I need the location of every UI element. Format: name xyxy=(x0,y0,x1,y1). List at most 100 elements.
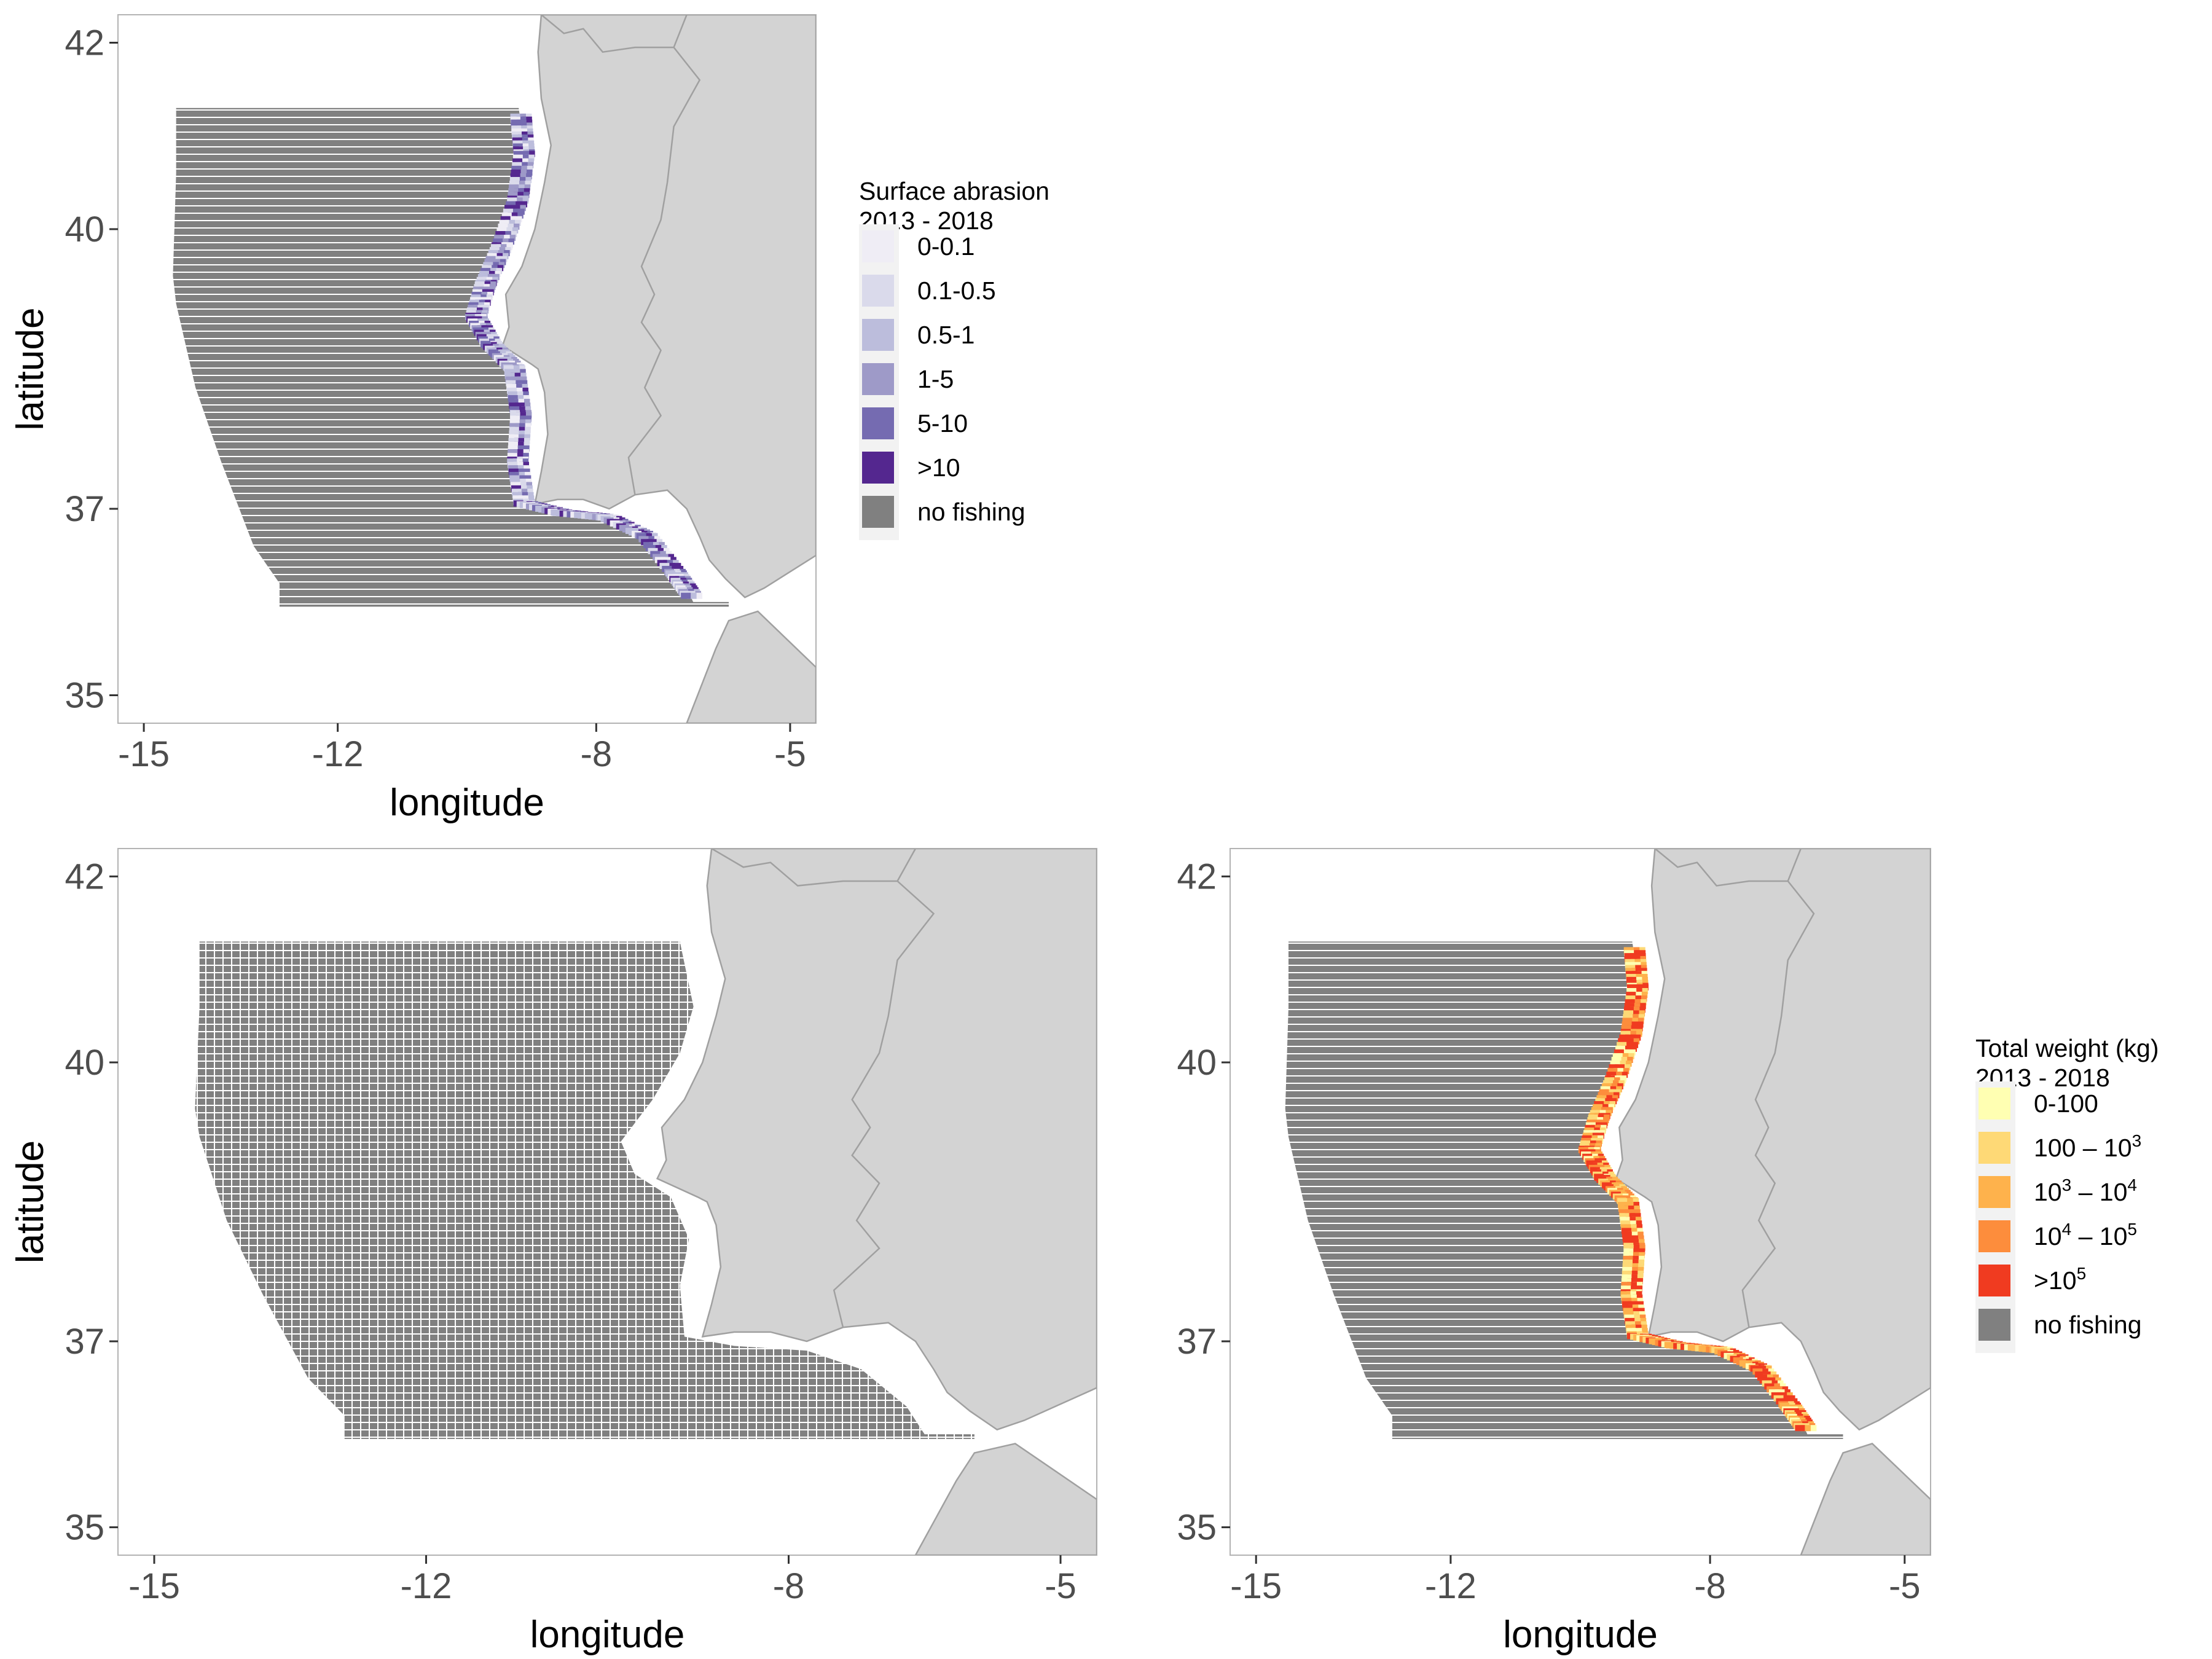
intensity-cell xyxy=(503,208,513,215)
intensity-cell xyxy=(508,437,519,444)
intensity-cell xyxy=(516,177,526,184)
intensity-cell xyxy=(500,235,510,241)
intensity-cell xyxy=(516,419,526,426)
intensity-cell xyxy=(1637,1324,1647,1331)
intensity-cell xyxy=(1628,1235,1639,1242)
intensity-cell xyxy=(1625,1213,1636,1220)
intensity-cell xyxy=(511,376,521,383)
intensity-cell xyxy=(513,212,524,219)
intensity-cell xyxy=(1633,1278,1643,1285)
intensity-cell xyxy=(506,201,516,208)
intensity-cell xyxy=(1636,1314,1646,1321)
intensity-cell xyxy=(512,492,522,498)
intensity-cell xyxy=(516,173,527,179)
intensity-cell xyxy=(517,201,528,208)
intensity-cell xyxy=(1627,1228,1637,1234)
intensity-cell xyxy=(692,592,703,599)
intensity-cell xyxy=(1618,1209,1629,1216)
intensity-cell xyxy=(509,426,519,433)
intensity-cell xyxy=(505,376,516,383)
intensity-cell xyxy=(1636,1317,1647,1324)
intensity-cell xyxy=(516,412,526,418)
intensity-cell xyxy=(515,426,525,433)
legend-key xyxy=(1979,1132,2010,1164)
intensity-cell xyxy=(1623,1038,1634,1045)
intensity-cell xyxy=(512,154,523,161)
intensity-cell xyxy=(518,383,528,390)
intensity-cell xyxy=(516,205,526,211)
intensity-cell xyxy=(508,395,518,402)
intensity-cell xyxy=(499,219,509,226)
intensity-cell xyxy=(514,184,525,191)
intensity-cell xyxy=(1621,1285,1631,1292)
intensity-cell xyxy=(507,387,517,394)
intensity-cell xyxy=(1624,1206,1634,1212)
intensity-cell xyxy=(520,188,530,195)
intensity-cell xyxy=(513,453,524,460)
intensity-cell xyxy=(1627,984,1637,990)
intensity-cell xyxy=(1795,1425,1805,1432)
intensity-cell xyxy=(1623,1259,1633,1266)
intensity-cell xyxy=(1635,1010,1645,1017)
y-tick-label: 40 xyxy=(65,210,104,249)
intensity-cell xyxy=(512,387,523,394)
intensity-cell xyxy=(1618,1053,1629,1059)
intensity-cell xyxy=(1622,1298,1632,1304)
intensity-cell xyxy=(1634,1018,1644,1024)
legend-key xyxy=(862,407,894,439)
intensity-cell xyxy=(1629,1252,1639,1258)
intensity-cell xyxy=(1637,1321,1647,1328)
intensity-cell xyxy=(1633,1224,1643,1231)
intensity-cell xyxy=(496,227,507,233)
intensity-cell xyxy=(1623,1198,1633,1204)
intensity-cell xyxy=(1633,1298,1644,1304)
intensity-cell xyxy=(1624,1053,1634,1059)
intensity-cell xyxy=(1630,1202,1640,1209)
legend-label: 100 – 103 xyxy=(2034,1131,2141,1162)
map-layer xyxy=(173,15,816,723)
intensity-cell xyxy=(1612,1053,1623,1059)
intensity-cell xyxy=(1628,1021,1638,1028)
country-border xyxy=(711,849,935,1328)
intensity-cell xyxy=(1628,1301,1638,1308)
intensity-cell xyxy=(1628,1271,1638,1277)
legend-key xyxy=(862,230,894,262)
intensity-cell xyxy=(1622,1266,1633,1273)
intensity-cell xyxy=(1631,992,1642,998)
intensity-cell xyxy=(1628,1255,1639,1262)
intensity-cell xyxy=(516,415,526,422)
x-axis-title: longitude xyxy=(390,782,544,824)
intensity-cell xyxy=(508,212,518,219)
legend-label: 1-5 xyxy=(917,365,954,393)
intensity-cell xyxy=(1625,1217,1636,1223)
intensity-cell xyxy=(1622,1271,1632,1277)
intensity-cell xyxy=(1618,1202,1628,1209)
intensity-cell xyxy=(518,492,528,498)
intensity-cell xyxy=(512,458,523,465)
legend-key xyxy=(862,275,894,307)
intensity-cell xyxy=(514,208,525,215)
intensity-cell xyxy=(521,419,531,426)
intensity-cell xyxy=(520,437,530,444)
map-layer xyxy=(195,849,1097,1555)
y-tick-label: 40 xyxy=(65,1043,104,1083)
intensity-cell xyxy=(522,169,533,176)
fishing-cells xyxy=(1285,941,1843,1439)
intensity-cell xyxy=(1631,1034,1641,1041)
intensity-cell xyxy=(1637,1328,1648,1335)
x-tick-label: -12 xyxy=(1425,1566,1477,1606)
legend-label: 0-100 xyxy=(2034,1089,2098,1118)
intensity-cell xyxy=(507,458,517,465)
intensity-cell xyxy=(519,458,529,465)
intensity-cell xyxy=(1628,1018,1638,1024)
intensity-cell xyxy=(686,592,697,599)
intensity-cell xyxy=(1612,1072,1622,1078)
intensity-cell xyxy=(506,235,516,241)
country-border xyxy=(896,849,917,882)
intensity-cell xyxy=(1629,1198,1639,1204)
intensity-cell xyxy=(1615,1045,1625,1052)
intensity-cell xyxy=(515,406,525,413)
intensity-cell xyxy=(519,197,529,204)
intensity-cell xyxy=(1623,1311,1634,1317)
